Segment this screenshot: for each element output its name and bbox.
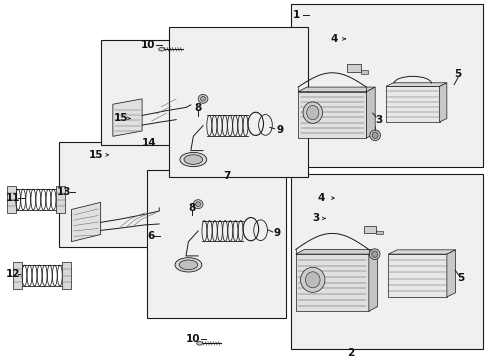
Ellipse shape [158, 48, 164, 51]
Ellipse shape [306, 105, 318, 120]
Bar [290, 174, 483, 349]
Text: 8: 8 [188, 203, 196, 213]
Polygon shape [71, 202, 101, 242]
Bar [363, 226, 375, 233]
Ellipse shape [183, 155, 202, 165]
Text: 10: 10 [141, 40, 155, 50]
Polygon shape [368, 249, 377, 311]
Polygon shape [298, 92, 366, 138]
Ellipse shape [300, 267, 325, 292]
Text: 15: 15 [88, 150, 103, 160]
Text: 7: 7 [223, 171, 230, 181]
Text: 9: 9 [273, 228, 280, 238]
Polygon shape [113, 99, 142, 136]
Polygon shape [387, 250, 455, 254]
Polygon shape [295, 249, 377, 254]
Text: 14: 14 [142, 139, 157, 148]
Bar [168, 27, 307, 177]
Ellipse shape [369, 130, 380, 141]
Text: 3: 3 [312, 213, 319, 224]
Text: 1: 1 [292, 10, 300, 20]
Polygon shape [439, 83, 446, 122]
Polygon shape [385, 86, 439, 122]
Ellipse shape [193, 200, 203, 208]
Bar [290, 4, 483, 167]
Text: 4: 4 [329, 34, 337, 44]
Ellipse shape [371, 251, 377, 257]
Bar [346, 64, 360, 72]
Text: 2: 2 [346, 348, 354, 358]
Polygon shape [387, 254, 446, 297]
Bar [13, 262, 22, 289]
Text: 4: 4 [317, 193, 324, 203]
Ellipse shape [195, 202, 200, 207]
Polygon shape [385, 83, 446, 86]
Text: 15: 15 [114, 113, 128, 123]
Polygon shape [446, 250, 455, 297]
Ellipse shape [305, 272, 320, 288]
Polygon shape [298, 87, 374, 92]
Text: 5: 5 [456, 273, 463, 283]
Polygon shape [295, 254, 368, 311]
Text: 5: 5 [453, 69, 461, 79]
Bar [360, 70, 367, 74]
Text: 9: 9 [276, 125, 283, 135]
Text: 11: 11 [6, 193, 20, 203]
Bar [62, 262, 71, 289]
Bar [147, 170, 285, 318]
Text: 12: 12 [6, 270, 20, 279]
Ellipse shape [303, 102, 322, 123]
Ellipse shape [200, 96, 205, 101]
Ellipse shape [198, 94, 207, 103]
Text: 3: 3 [374, 115, 382, 125]
Ellipse shape [368, 249, 379, 260]
Text: 6: 6 [147, 231, 154, 241]
Bar [375, 231, 383, 234]
Ellipse shape [196, 342, 202, 345]
Ellipse shape [179, 260, 197, 270]
Bar [7, 186, 16, 213]
Bar [59, 142, 185, 247]
Bar [56, 186, 65, 213]
Ellipse shape [371, 132, 377, 139]
Ellipse shape [180, 152, 206, 167]
Text: 8: 8 [194, 103, 202, 113]
Ellipse shape [175, 258, 202, 272]
Bar [101, 40, 224, 145]
Text: 10: 10 [185, 334, 200, 344]
Polygon shape [366, 87, 374, 138]
Text: 13: 13 [57, 187, 71, 197]
